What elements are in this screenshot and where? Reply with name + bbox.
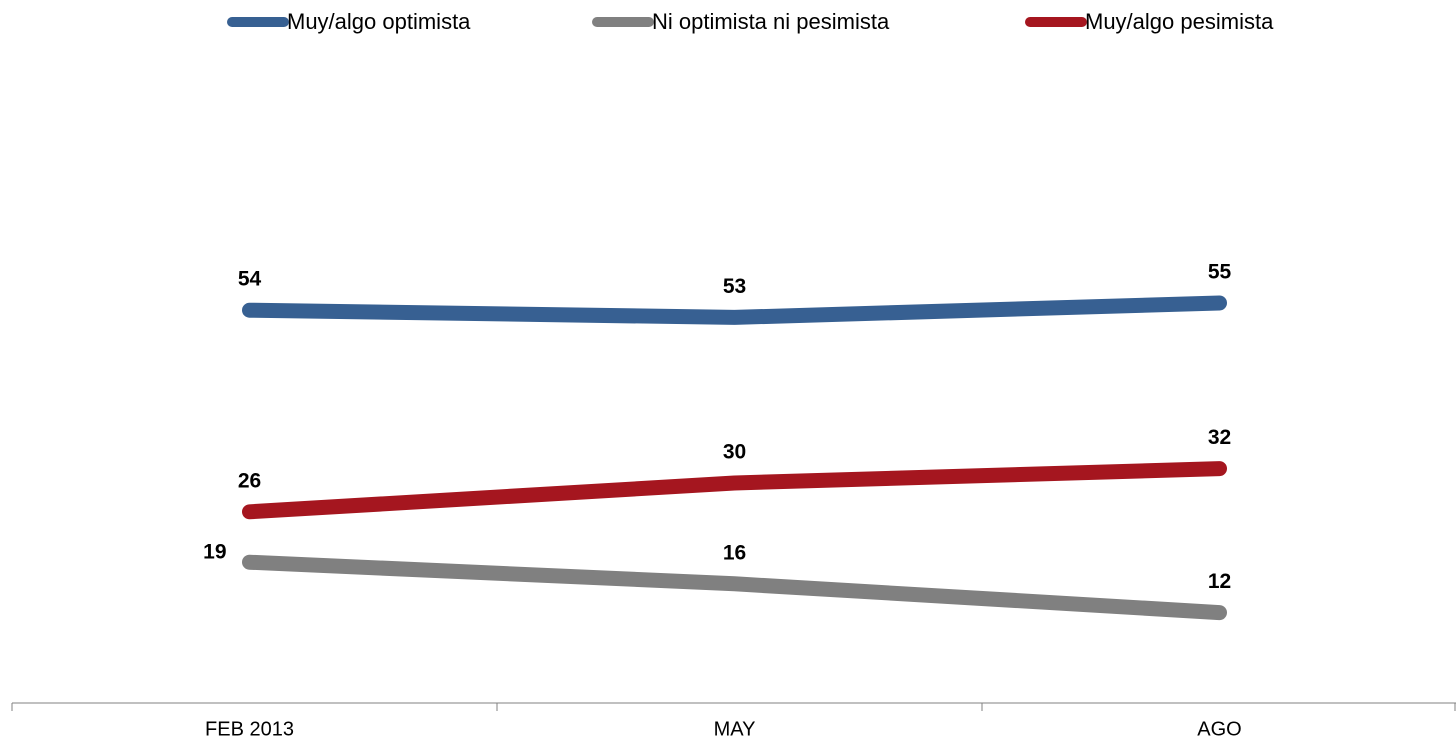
- legend-label: Muy/algo optimista: [287, 9, 471, 34]
- x-tick-label: FEB 2013: [205, 718, 294, 740]
- data-label: 30: [723, 441, 746, 464]
- data-label: 32: [1208, 426, 1231, 449]
- data-label: 26: [238, 469, 261, 492]
- data-label: 53: [723, 275, 746, 298]
- data-label: 12: [1208, 570, 1231, 593]
- legend-label: Ni optimista ni pesimista: [652, 9, 890, 34]
- x-tick-label: AGO: [1197, 718, 1241, 740]
- series-line: [242, 554, 1227, 621]
- series-line: [242, 461, 1227, 520]
- data-label: 16: [723, 541, 746, 564]
- series-line: [242, 295, 1227, 325]
- data-label: 54: [238, 268, 262, 291]
- data-label: 19: [203, 541, 226, 564]
- data-label: 55: [1208, 261, 1232, 284]
- legend-label: Muy/algo pesimista: [1085, 9, 1274, 34]
- x-tick-label: MAY: [714, 718, 756, 740]
